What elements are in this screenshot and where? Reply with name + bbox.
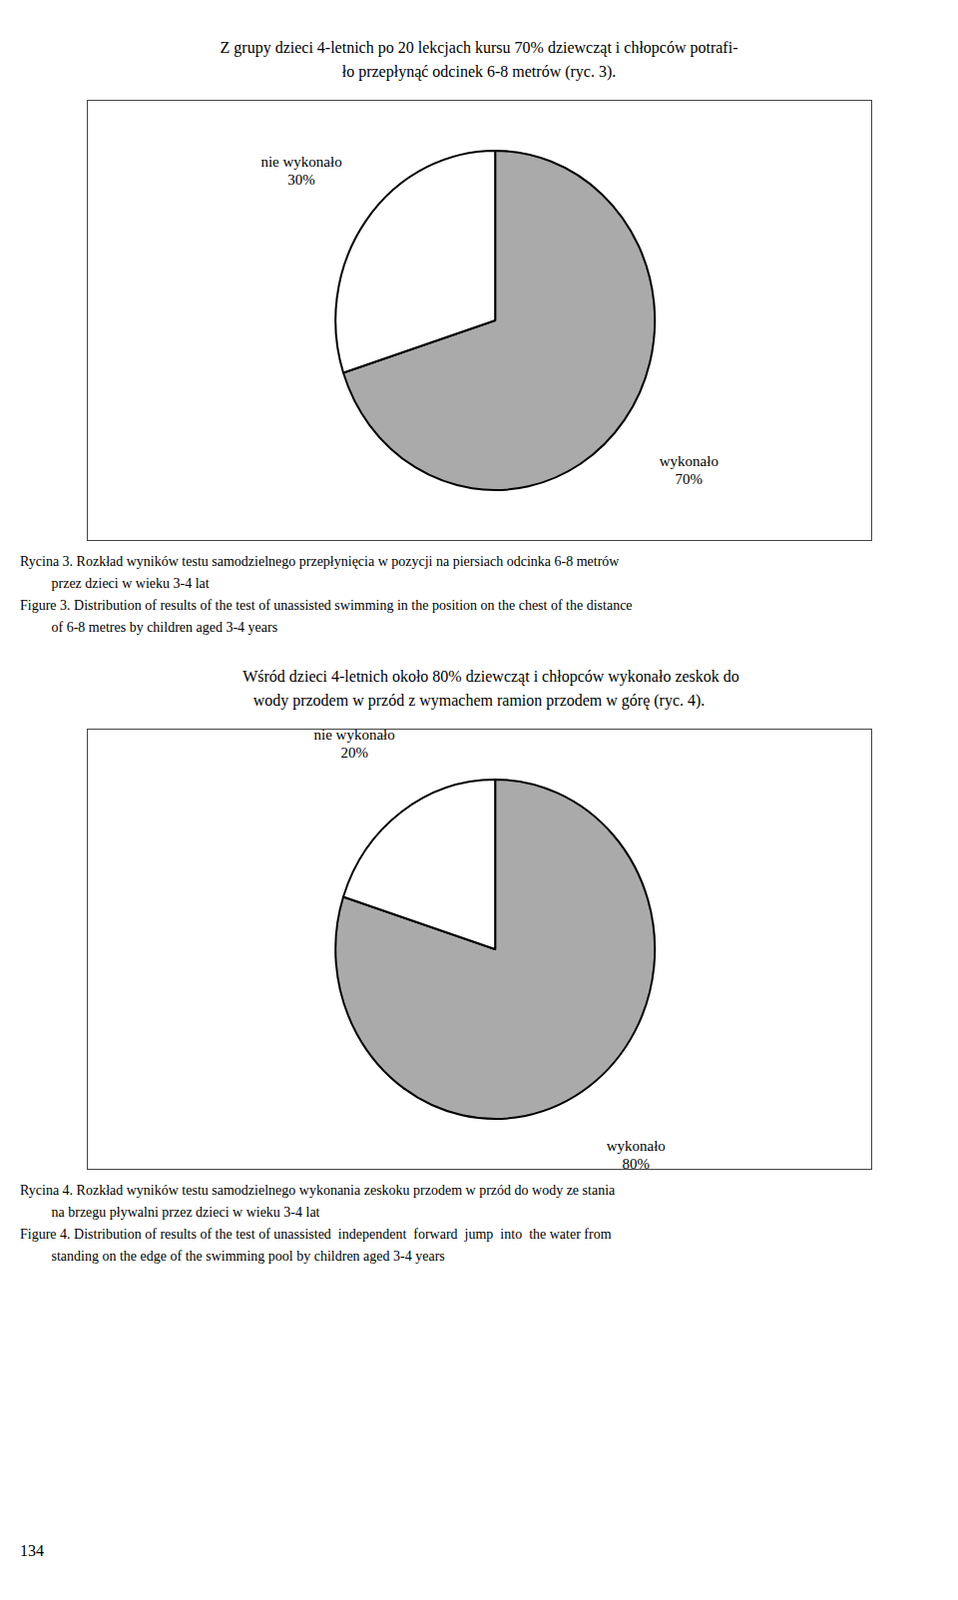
category-label: wykonało [658, 453, 718, 470]
value-label: 80% [621, 1155, 650, 1169]
pie-chart: wykonało70% nie wykonało30% [87, 100, 872, 540]
pie-chart: wykonało80% nie wykonało20% [87, 729, 872, 1169]
slices [335, 150, 655, 490]
slice [343, 779, 495, 950]
value-label: 70% [674, 471, 703, 487]
category-label: nie wykonało [260, 153, 342, 170]
body-text: Wśród dzieci 4-letnich około 80% dziewcz… [19, 664, 939, 689]
page: Z grupy dzieci 4-letnich po 20 lekcjach … [0, 0, 958, 1600]
slice [335, 150, 495, 374]
body-text: ło przepłynąć odcinek 6-8 metrów (ryc. 3… [19, 59, 939, 84]
chart-box: wykonało80% nie wykonało20% [86, 728, 873, 1170]
page-number: 134 [19, 1541, 44, 1560]
slice-label: nie wykonało30% [260, 153, 342, 188]
caption: Rycina 4. Rozkład wyników testu samodzie… [19, 1179, 939, 1268]
value-label: 30% [287, 171, 316, 188]
caption: Rycina 3. Rozkład wyników testu samodzie… [19, 550, 939, 639]
slice-label: nie wykonało20% [313, 729, 395, 761]
body-text: wody przodem w przód z wymachem ramion p… [19, 688, 939, 713]
category-label: nie wykonało [313, 729, 395, 743]
slice-label: wykonało70% [658, 453, 718, 487]
value-label: 20% [340, 744, 369, 761]
slices [335, 779, 655, 1119]
category-label: wykonało [605, 1137, 665, 1154]
chart-box: wykonało70% nie wykonało30% [86, 99, 873, 541]
body-text: Z grupy dzieci 4-letnich po 20 lekcjach … [19, 35, 939, 60]
slice-label: wykonało80% [605, 1137, 665, 1169]
slice [335, 779, 655, 1119]
